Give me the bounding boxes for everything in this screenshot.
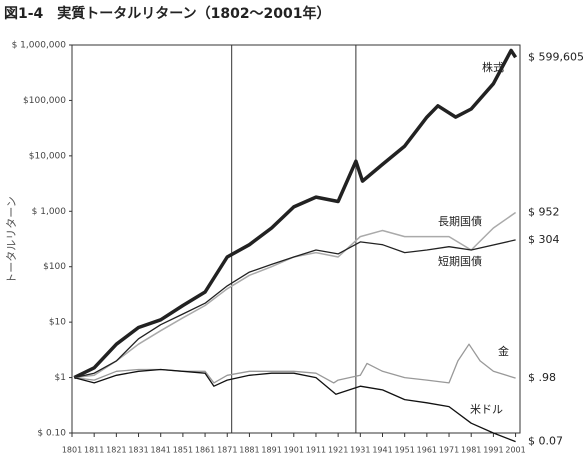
series-label: 米ドル	[470, 403, 503, 416]
x-tick-label: 1951	[394, 446, 414, 455]
x-tick-label: 1821	[106, 446, 126, 455]
y-tick-label: $100,000	[23, 96, 66, 106]
y-tick-label: $10	[49, 318, 66, 328]
x-tick-label: 1971	[439, 446, 459, 455]
plot-frame	[71, 44, 521, 434]
y-tick-label: $ 1,000,000	[12, 41, 67, 51]
series-label: 金	[498, 344, 509, 358]
x-tick-label: 1931	[350, 446, 370, 455]
x-tick-label: 1841	[151, 446, 171, 455]
x-tick-label: 1881	[239, 446, 259, 455]
x-tick-label: 2001	[505, 446, 525, 455]
series-label: 長期国債	[438, 214, 482, 228]
x-tick-label: 1961	[417, 446, 437, 455]
x-tick-label: 1801	[62, 446, 82, 455]
y-axis-label: トータルリターン	[5, 196, 18, 283]
x-tick-label: 1811	[84, 446, 104, 455]
x-tick-label: 1861	[195, 446, 215, 455]
x-tick-label: 1941	[372, 446, 392, 455]
series-line	[74, 343, 516, 384]
end-label: $ 952	[528, 205, 560, 218]
end-label: $ .98	[528, 371, 556, 384]
x-tick-label: 1991	[483, 446, 503, 455]
chart-title: 図1-4 実質トータルリターン（1802～2001年）	[4, 5, 331, 22]
end-label: $ 599,605	[528, 50, 584, 63]
x-tick-label: 1871	[217, 446, 237, 455]
y-tick-label: $10,000	[29, 151, 66, 161]
y-tick-label: $ 1,000	[32, 207, 67, 217]
y-tick-label: $ 0.10	[37, 429, 66, 439]
x-tick-label: 1851	[173, 446, 193, 455]
end-label: $ 304	[528, 233, 560, 246]
y-tick-label: $1	[55, 373, 66, 383]
series-label: 株式	[482, 60, 504, 74]
end-label: $ 0.07	[528, 435, 563, 448]
x-tick-label: 1921	[328, 446, 348, 455]
y-tick-label: $100	[43, 262, 66, 272]
x-tick-label: 1891	[261, 446, 281, 455]
series-line	[74, 239, 516, 379]
x-tick-label: 1831	[128, 446, 148, 455]
x-tick-label: 1981	[461, 446, 481, 455]
x-tick-label: 1901	[284, 446, 304, 455]
series-line	[74, 368, 516, 443]
x-tick-label: 1911	[306, 446, 326, 455]
series-line	[73, 48, 518, 380]
series-label: 短期国債	[438, 254, 482, 268]
series-line	[74, 211, 517, 379]
